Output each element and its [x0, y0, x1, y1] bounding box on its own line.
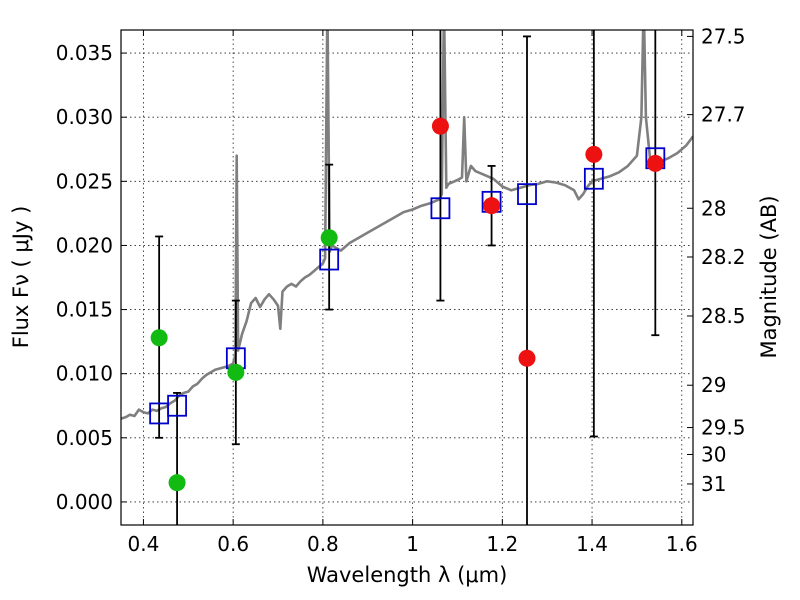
- x-tick-label: 1: [406, 532, 419, 556]
- x-tick-label: 1.4: [576, 532, 608, 556]
- model-photometry-square: [430, 197, 451, 220]
- observed-flux-point: [518, 349, 536, 367]
- y-tick-label: 0.005: [56, 426, 113, 450]
- mag-tick-label: 27.7: [701, 103, 746, 127]
- observed-flux-point: [150, 329, 168, 347]
- mag-tick-label: 27.5: [701, 24, 746, 48]
- observed-flux-point: [320, 229, 338, 247]
- model-photometry-square: [167, 394, 187, 417]
- y-tick-label: 0.030: [56, 105, 113, 129]
- observed-flux-point: [431, 117, 449, 135]
- x-tick-label: 0.8: [307, 532, 339, 556]
- y2-axis-title: Magnitude (AB): [757, 195, 781, 358]
- observed-flux-point: [646, 154, 664, 172]
- grid-layer: [121, 30, 693, 525]
- y-tick-label: 0.025: [56, 169, 113, 193]
- mag-tick-label: 31: [701, 472, 726, 496]
- y-tick-label: 0.015: [56, 298, 113, 322]
- axis-layer: 0.4 0.6 0.8 1 1.2 1.4 1.6 0.000 0.005 0.010 0.015 0…: [56, 24, 746, 556]
- data-layer: [121, 30, 693, 525]
- y-tick-label: 0.000: [56, 490, 113, 514]
- y-tick-label: 0.020: [56, 233, 113, 257]
- model-photometry-square: [583, 167, 604, 190]
- mag-tick-label: 29: [701, 373, 726, 397]
- plot-background: [121, 30, 693, 525]
- y-axis-title: Flux Fν ( μJy ): [9, 206, 33, 349]
- y-tick-label: 0.010: [56, 362, 113, 386]
- x-tick-label: 0.4: [128, 532, 160, 556]
- x-tick-label: 1.2: [486, 532, 518, 556]
- observed-flux-point: [483, 197, 501, 215]
- observed-flux-point: [168, 474, 186, 492]
- x-axis-title: Wavelength λ (μm): [307, 563, 508, 587]
- model-photometry-square: [319, 248, 340, 271]
- plot-frame: [120, 29, 694, 526]
- mag-tick-label: 29.5: [701, 416, 746, 440]
- mag-tick-label: 30: [701, 442, 726, 466]
- observed-flux-point: [585, 145, 603, 163]
- mag-tick-label: 28.2: [701, 245, 746, 269]
- mag-tick-label: 28.5: [701, 304, 746, 328]
- x-tick-label: 0.6: [217, 532, 249, 556]
- mag-tick-label: 28: [701, 196, 726, 220]
- model-photometry-square: [517, 183, 537, 206]
- y-tick-label: 0.035: [56, 41, 113, 65]
- observed-flux-point: [227, 363, 245, 381]
- x-tick-label: 1.6: [666, 532, 698, 556]
